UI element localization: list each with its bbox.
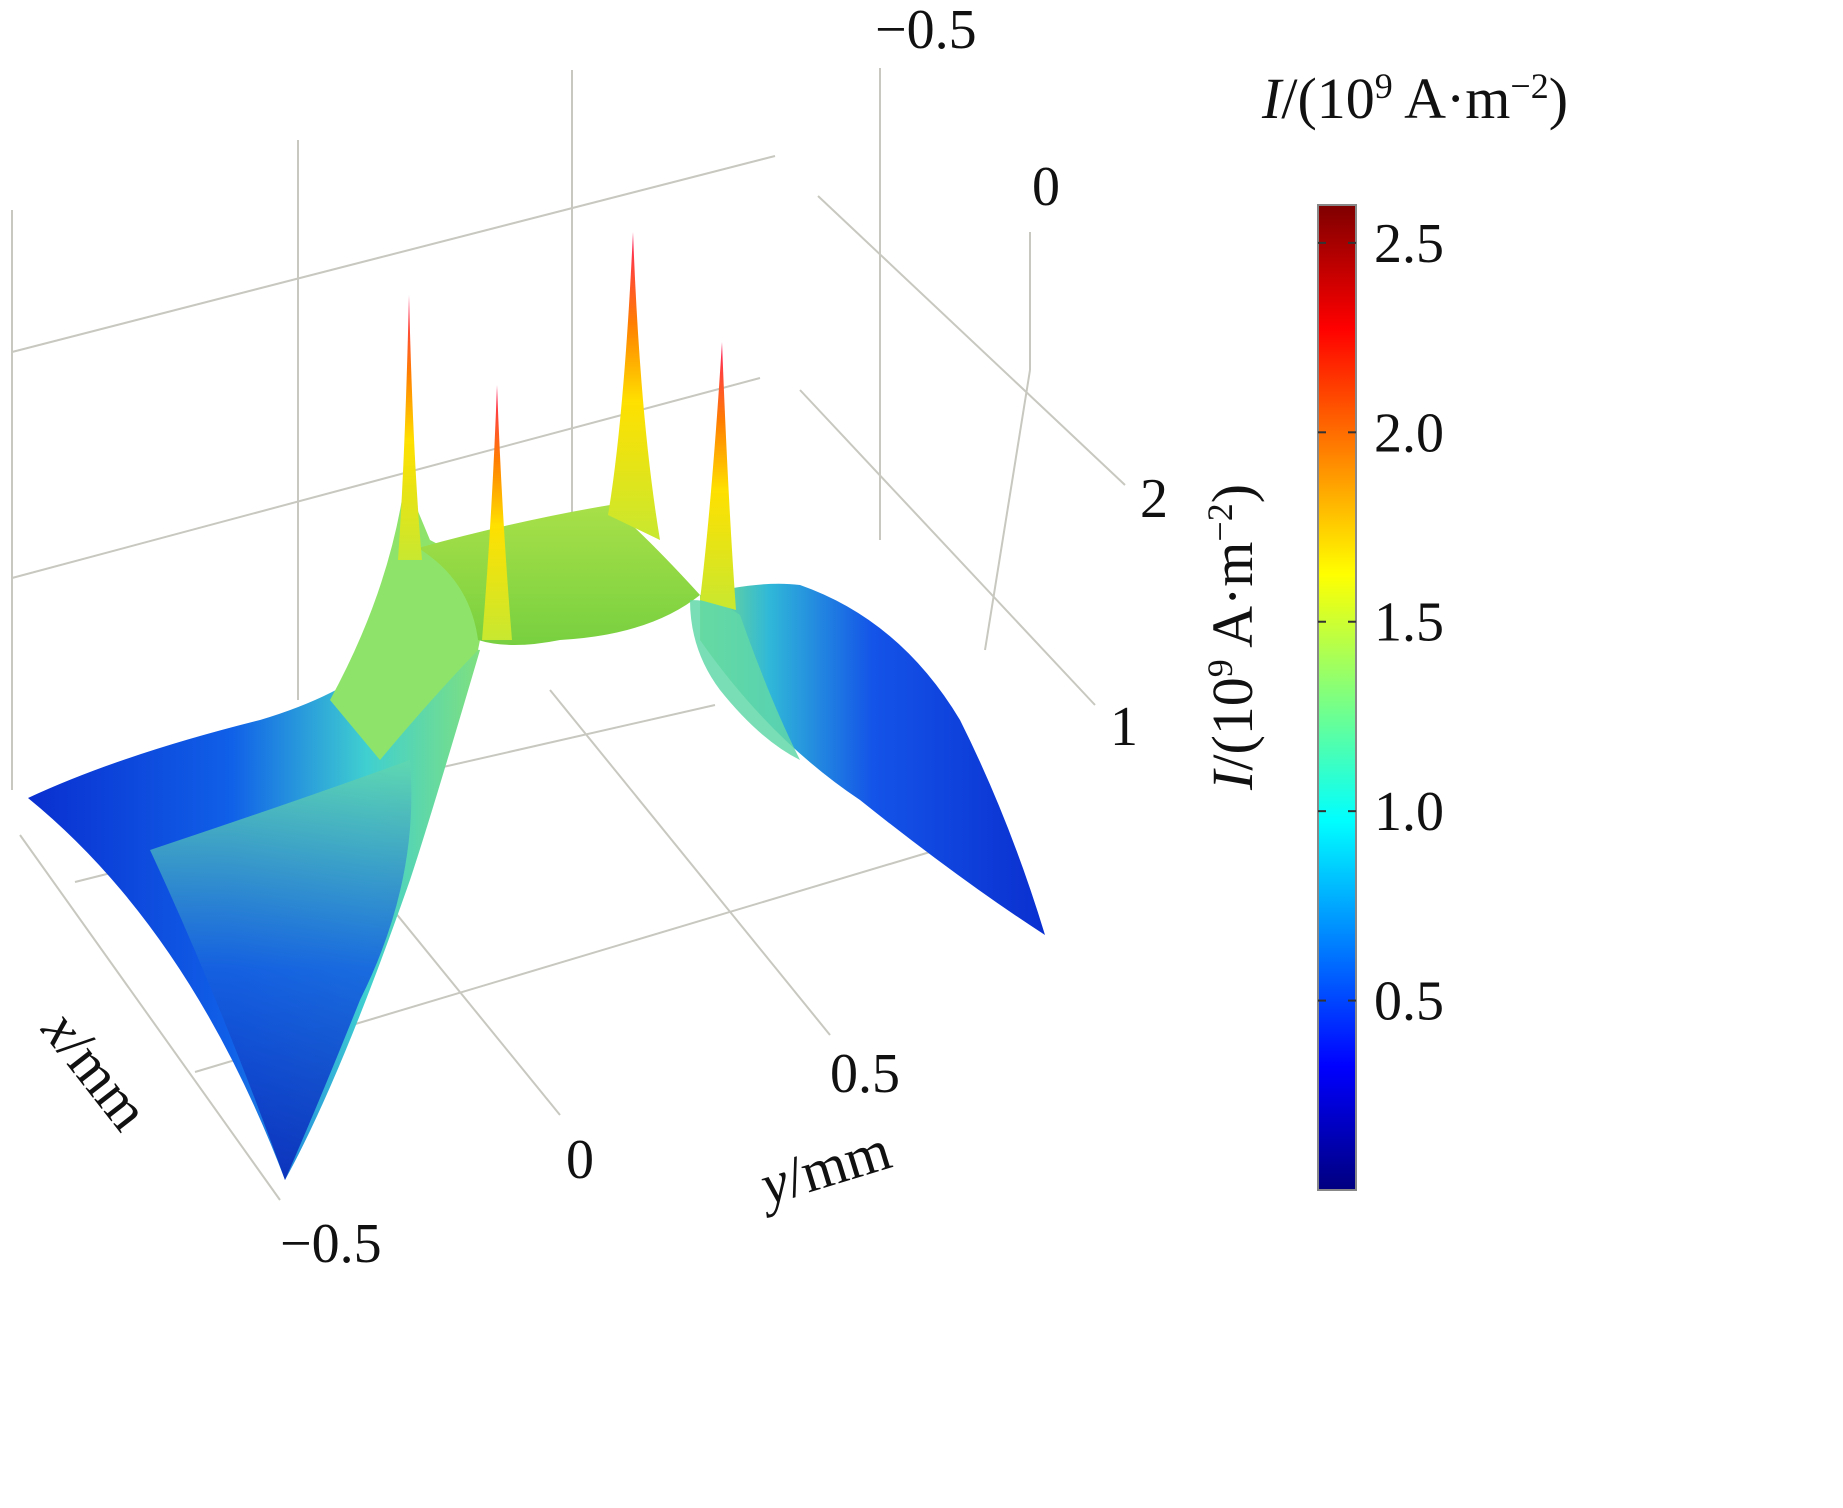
surface-spike (608, 232, 660, 540)
colorbar-tick-label: 0.5 (1374, 971, 1444, 1033)
colorbar-tick-label: 1.0 (1374, 781, 1444, 843)
colorbar-tick-label: 1.5 (1374, 592, 1444, 654)
z-tick-label: 2 (1140, 468, 1168, 530)
x-tick-label: 0.5 (830, 1043, 900, 1105)
grid-floor (549, 689, 831, 1036)
y-axis-label: y/mm (748, 1117, 898, 1219)
x-axis-ticks: −0.5 0 0.5 (280, 1043, 900, 1275)
surface-right-wing (700, 583, 1045, 935)
surface-right-transition (690, 600, 800, 760)
surface-spike (398, 295, 422, 560)
surface-spike (482, 385, 512, 640)
surface (28, 232, 1045, 1180)
grid-side-diagonal (817, 195, 1126, 486)
x-tick-label: −0.5 (280, 1213, 382, 1275)
grid-side-vertical (984, 369, 1031, 651)
z-tick-label: 0 (1032, 156, 1060, 218)
grid-side-diagonal (799, 389, 1096, 706)
y-axis-ticks: −0.5 (875, 0, 977, 61)
z-tick-label: 1 (1110, 696, 1138, 758)
colorbar-title: I/(109 A·m−2) (1261, 66, 1568, 131)
surface-spike (700, 342, 736, 610)
colorbar-ticks: 0.5 1.0 1.5 2.0 2.5 (1318, 213, 1444, 1033)
z-axis-label: I/(109 A·m−2) (1200, 484, 1265, 791)
colorbar-gradient (1317, 204, 1357, 1191)
x-axis-label: x/mm (29, 997, 162, 1142)
surface-front (150, 760, 412, 1180)
grid-floor (429, 704, 716, 771)
grid-back-horizontal (11, 155, 776, 353)
x-tick-label: 0 (566, 1129, 594, 1191)
z-axis-ticks: 0 2 1 (1032, 156, 1168, 758)
colorbar-tick-label: 2.0 (1374, 402, 1444, 464)
colorbar-tick-label: 2.5 (1374, 213, 1444, 275)
colorbar: I/(109 A·m−2) 0.5 1.0 1.5 2.0 2.5 (1261, 66, 1568, 1191)
y-tick-label: −0.5 (875, 0, 977, 61)
surface-left-ridge (330, 480, 488, 760)
grid-floor (19, 834, 281, 1201)
